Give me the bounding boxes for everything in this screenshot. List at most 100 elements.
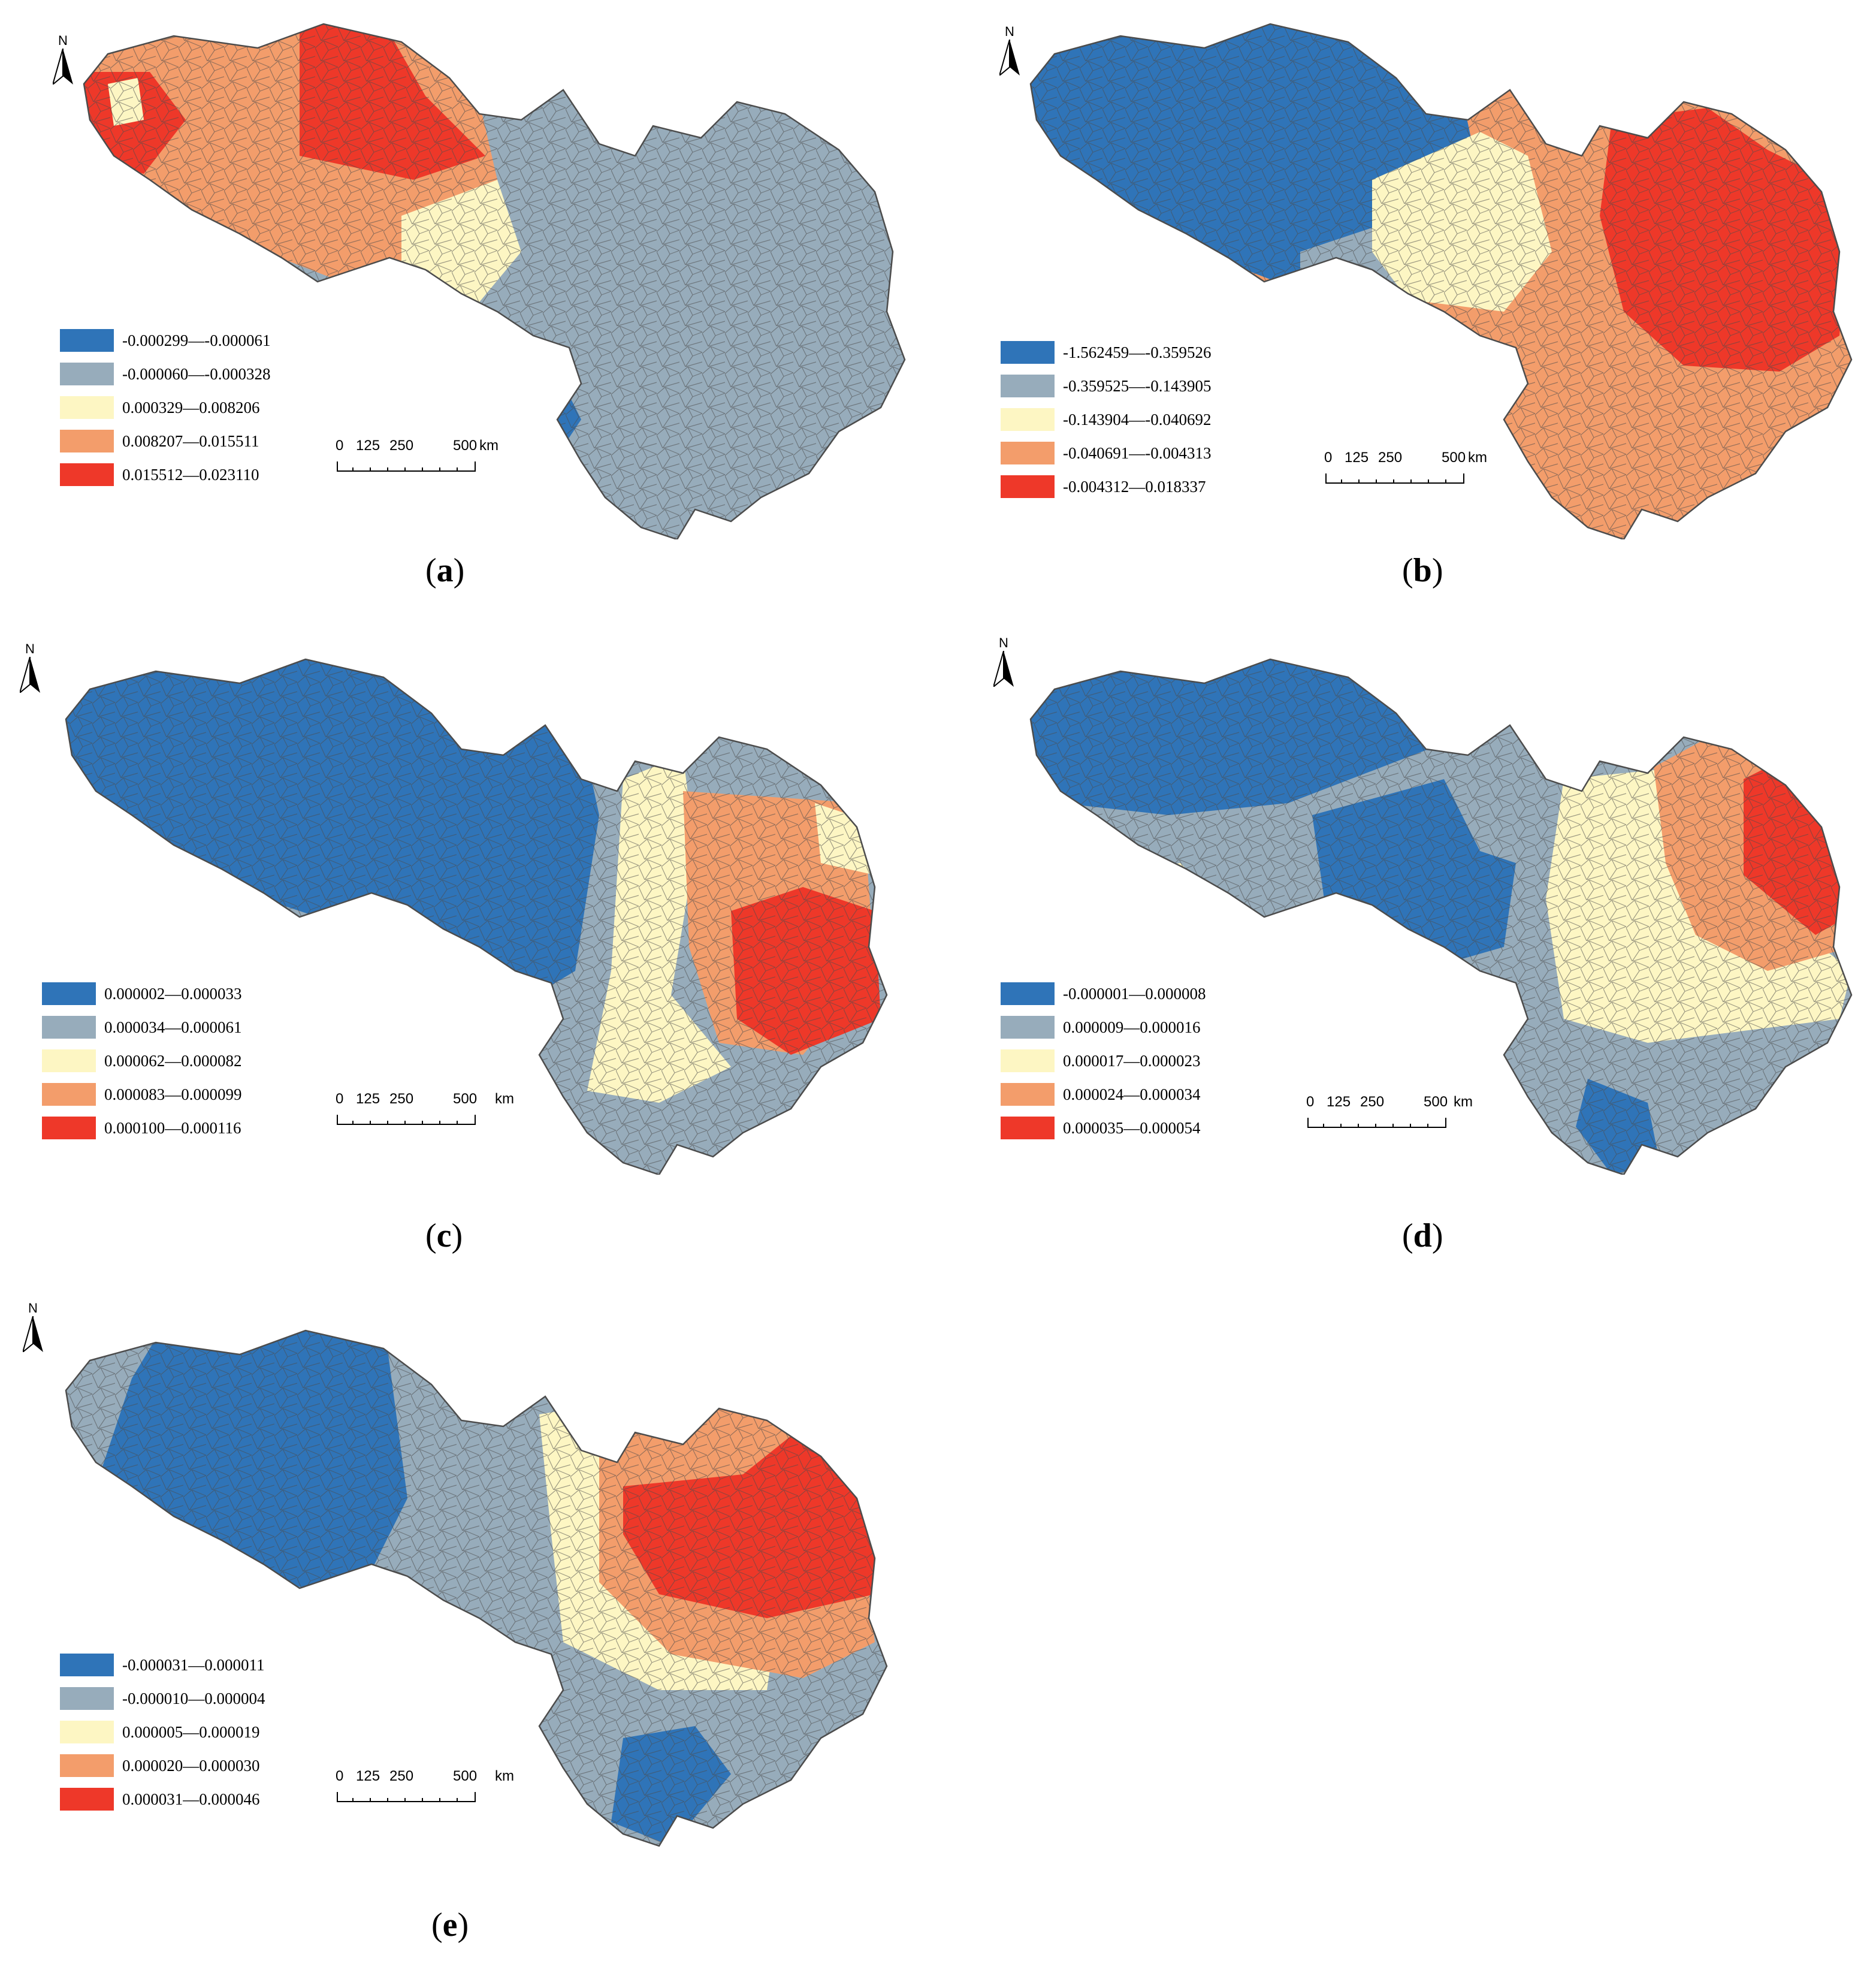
legend: -0.000031—0.000011 -0.000010—0.000004 0.… <box>60 1648 265 1816</box>
scale-bar: 0 125 250 500 <box>336 1768 479 1810</box>
legend-swatch <box>60 1721 114 1743</box>
north-arrow-icon: N <box>18 1301 48 1354</box>
legend-label: -0.040691—-0.004313 <box>1063 444 1212 462</box>
legend: -0.000001—0.000008 0.000009—0.000016 0.0… <box>1001 977 1206 1145</box>
scale-unit: km <box>1454 1094 1473 1110</box>
legend-label: -0.004312—0.018337 <box>1063 477 1206 496</box>
scale-tick-500: 500 <box>1442 449 1466 466</box>
legend-label: -0.000001—0.000008 <box>1063 984 1206 1003</box>
map-panel-e: N -0.000031—0.000011 -0.000010—0.000004 … <box>23 1289 911 1944</box>
scale-tick-500: 500 <box>453 1768 478 1784</box>
legend-swatch <box>60 1654 114 1676</box>
legend-item: -0.359525—-0.143905 <box>1001 369 1211 403</box>
legend-label: 0.000005—0.000019 <box>122 1722 260 1741</box>
north-arrow-icon: N <box>995 24 1025 78</box>
legend-item: 0.000024—0.000034 <box>1001 1078 1206 1111</box>
legend-item: -0.000001—0.000008 <box>1001 977 1206 1010</box>
choropleth-map-d <box>1029 658 1853 1175</box>
scale-bar: 0 125 250 500 <box>1324 449 1468 491</box>
north-label: N <box>25 641 35 656</box>
scale-tick-0: 0 <box>336 438 344 454</box>
legend-item: 0.000017—0.000023 <box>1001 1044 1206 1078</box>
legend-swatch <box>60 1687 114 1710</box>
legend-item: -1.562459—-0.359526 <box>1001 336 1211 369</box>
legend-item: -0.000060—-0.000328 <box>60 357 270 391</box>
legend-label: 0.000100—0.000116 <box>104 1118 241 1137</box>
legend-swatch <box>42 1117 96 1139</box>
legend-swatch <box>42 1049 96 1072</box>
legend-label: 0.008207—0.015511 <box>122 432 259 450</box>
scale-tick-125: 125 <box>356 438 380 454</box>
map-panel-b: N -1.562459—-0.359526 -0.359525—-0.14390… <box>989 0 1875 599</box>
scale-tick-250: 250 <box>389 1091 414 1107</box>
scale-tick-0: 0 <box>336 1091 344 1107</box>
legend-label: -1.562459—-0.359526 <box>1063 343 1212 361</box>
scale-tick-500: 500 <box>453 438 478 454</box>
caption-letter: b <box>1413 552 1432 589</box>
panel-caption-d: (d) <box>1402 1217 1443 1254</box>
legend-swatch <box>60 463 114 486</box>
scale-tick-250: 250 <box>389 1768 414 1784</box>
choropleth-map-e <box>65 1329 888 1847</box>
choropleth-map-a <box>83 23 906 539</box>
legend-label: 0.000083—0.000099 <box>104 1085 242 1103</box>
legend-label: -0.000060—-0.000328 <box>122 364 271 383</box>
legend-swatch <box>1001 341 1055 364</box>
legend: -1.562459—-0.359526 -0.359525—-0.143905 … <box>1001 336 1211 503</box>
caption-letter: d <box>1413 1217 1432 1254</box>
legend-swatch <box>60 1754 114 1777</box>
legend-label: 0.000024—0.000034 <box>1063 1085 1201 1103</box>
legend-label: 0.015512—0.023110 <box>122 465 259 484</box>
legend-item: 0.000083—0.000099 <box>42 1078 242 1111</box>
legend-label: 0.000031—0.000046 <box>122 1790 260 1808</box>
legend-swatch <box>1001 475 1055 498</box>
legend-item: 0.008207—0.015511 <box>60 424 270 458</box>
scale-unit: km <box>495 1768 514 1784</box>
choropleth-map-b <box>1029 23 1853 539</box>
choropleth-map-c <box>65 658 888 1175</box>
legend-label: -0.143904—-0.040692 <box>1063 410 1212 429</box>
legend-item: 0.000031—0.000046 <box>60 1782 265 1816</box>
map-panel-d: N -0.000001—0.000008 0.000009—0.000016 0… <box>989 635 1875 1254</box>
panel-caption-a: (a) <box>425 552 465 589</box>
legend-swatch <box>60 1788 114 1811</box>
north-arrow-icon: N <box>989 635 1019 689</box>
legend-label: 0.000034—0.000061 <box>104 1018 242 1036</box>
scale-unit: km <box>495 1091 514 1107</box>
north-arrow-icon: N <box>48 33 78 87</box>
caption-letter: c <box>436 1217 452 1254</box>
caption-letter: e <box>442 1906 458 1944</box>
north-label: N <box>999 635 1008 650</box>
legend-swatch <box>42 1083 96 1106</box>
scale-tick-0: 0 <box>336 1768 344 1784</box>
legend-label: 0.000017—0.000023 <box>1063 1051 1201 1070</box>
legend-item: 0.000100—0.000116 <box>42 1111 242 1145</box>
legend-swatch <box>60 396 114 419</box>
legend-swatch <box>42 982 96 1005</box>
legend-item: 0.015512—0.023110 <box>60 458 270 491</box>
scale-tick-500: 500 <box>1424 1094 1448 1110</box>
legend-label: -0.359525—-0.143905 <box>1063 376 1212 395</box>
legend-label: 0.000002—0.000033 <box>104 984 242 1003</box>
caption-letter: a <box>436 552 454 589</box>
legend-swatch <box>1001 1016 1055 1039</box>
legend-swatch <box>42 1016 96 1039</box>
legend-item: 0.000002—0.000033 <box>42 977 242 1010</box>
scale-tick-125: 125 <box>1327 1094 1351 1110</box>
legend-label: 0.000020—0.000030 <box>122 1756 260 1775</box>
legend-swatch <box>60 329 114 352</box>
legend-label: 0.000329—0.008206 <box>122 398 260 417</box>
legend-item: 0.000329—0.008206 <box>60 391 270 424</box>
legend-item: -0.040691—-0.004313 <box>1001 436 1211 470</box>
scale-unit: km <box>1468 449 1487 466</box>
legend-label: 0.000062—0.000082 <box>104 1051 242 1070</box>
legend-item: -0.000031—0.000011 <box>60 1648 265 1682</box>
legend-label: 0.000035—0.000054 <box>1063 1118 1201 1137</box>
legend-item: -0.000299—-0.000061 <box>60 324 270 357</box>
legend-item: 0.000062—0.000082 <box>42 1044 242 1078</box>
legend-item: 0.000009—0.000016 <box>1001 1010 1206 1044</box>
scale-tick-0: 0 <box>1306 1094 1315 1110</box>
legend-item: 0.000020—0.000030 <box>60 1749 265 1782</box>
north-arrow-icon: N <box>15 641 45 695</box>
legend-swatch <box>1001 442 1055 464</box>
